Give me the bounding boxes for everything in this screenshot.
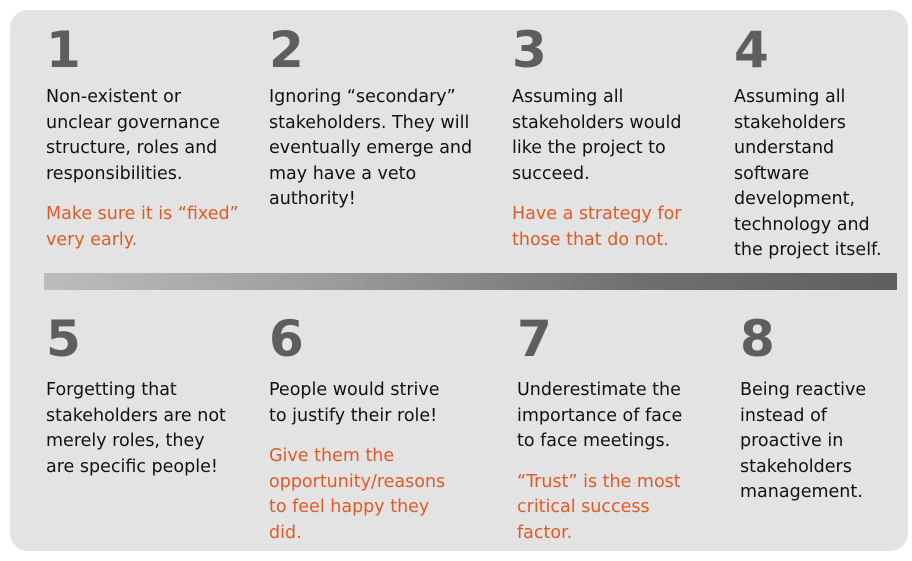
- item-text: Being reactive instead of proactive in s…: [740, 380, 867, 502]
- item-text: Assuming all stakeholders would like the…: [512, 87, 682, 184]
- item-text: Non-existent or unclear governance struc…: [46, 87, 221, 184]
- item-6: 6 People would strive to justify their r…: [269, 314, 454, 546]
- item-number: 8: [740, 310, 775, 368]
- item-text: People would strive to justify their rol…: [269, 380, 440, 426]
- item-4: 4 Assuming all stakeholders understand s…: [734, 25, 894, 264]
- item-3: 3 Assuming all stakeholders would like t…: [512, 25, 692, 253]
- item-text: Underestimate the importance of face to …: [517, 380, 683, 451]
- item-2: 2 Ignoring “secondary” stakeholders. The…: [269, 25, 474, 213]
- item-tip: Make sure it is “fixed” very early.: [46, 204, 239, 250]
- item-number: 4: [734, 21, 769, 79]
- item-number: 1: [46, 21, 81, 79]
- item-text: Forgetting that stakeholders are not mer…: [46, 380, 226, 477]
- item-tip: “Trust” is the most critical success fac…: [517, 471, 681, 543]
- item-tip: Have a strategy for those that do not.: [512, 204, 682, 250]
- item-number: 5: [46, 310, 81, 368]
- item-number: 3: [512, 21, 547, 79]
- item-1: 1 Non-existent or unclear governance str…: [46, 25, 246, 253]
- item-5: 5 Forgetting that stakeholders are not m…: [46, 314, 236, 480]
- item-number: 2: [269, 21, 304, 79]
- item-text: Assuming all stakeholders understand sof…: [734, 87, 882, 260]
- item-number: 7: [517, 310, 552, 368]
- item-number: 6: [269, 310, 304, 368]
- gradient-divider: [44, 273, 897, 290]
- item-8: 8 Being reactive instead of proactive in…: [740, 314, 890, 506]
- item-text: Ignoring “secondary” stakeholders. They …: [269, 87, 473, 209]
- item-7: 7 Underestimate the importance of face t…: [517, 314, 697, 546]
- item-tip: Give them the opportunity/reasons to fee…: [269, 446, 446, 543]
